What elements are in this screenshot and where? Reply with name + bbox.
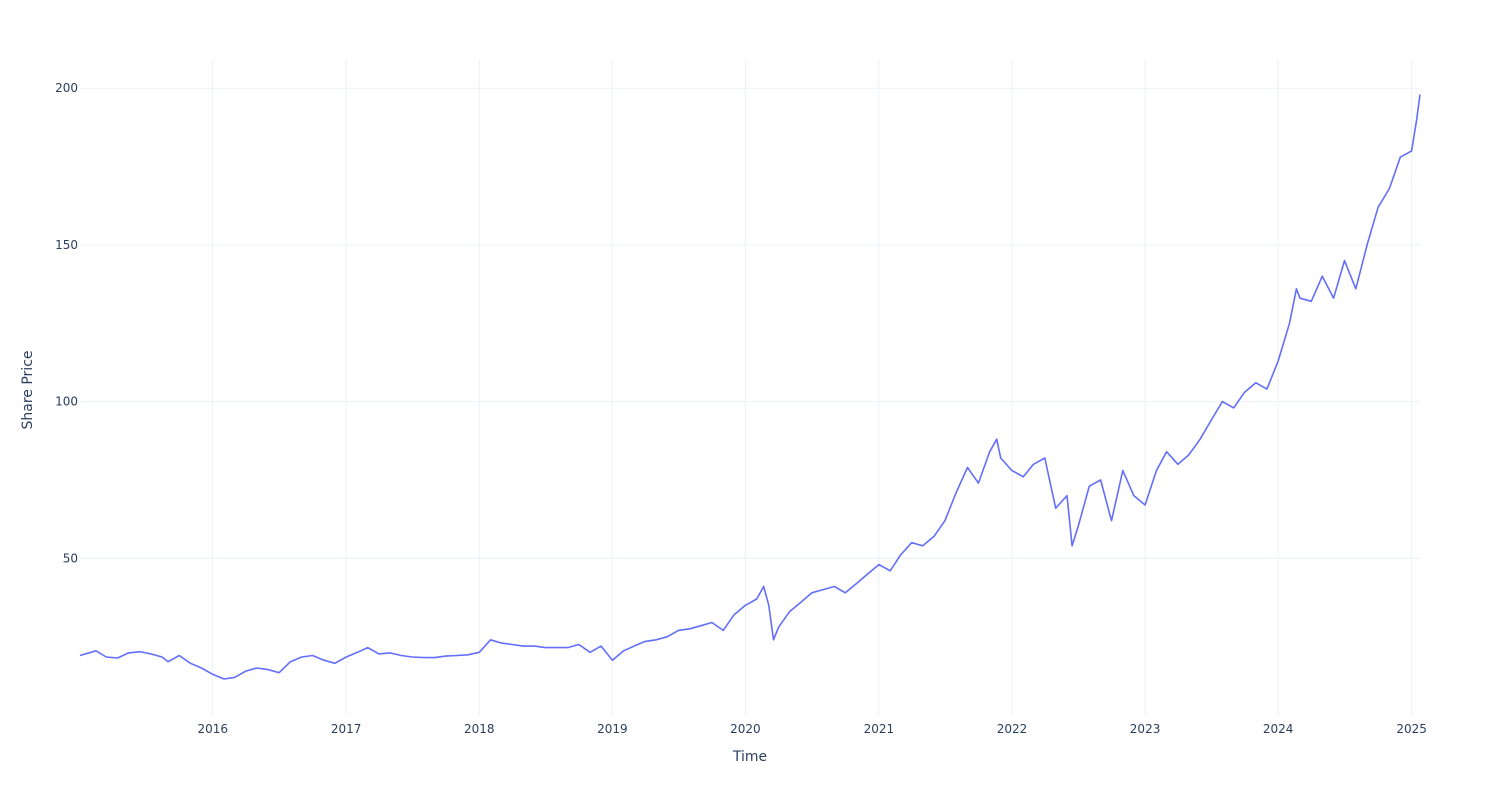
y-tick-label: 50 [63, 551, 78, 565]
x-tick-label: 2021 [864, 722, 895, 736]
x-tick-label: 2022 [997, 722, 1028, 736]
x-tick-label: 2018 [464, 722, 495, 736]
x-tick-label: 2024 [1263, 722, 1294, 736]
y-tick-label: 200 [55, 81, 78, 95]
series-layer [79, 94, 1421, 680]
x-tick-label: 2025 [1396, 722, 1427, 736]
x-tick-label: 2020 [730, 722, 761, 736]
x-tick-label: 2019 [597, 722, 628, 736]
x-tick-label: 2017 [331, 722, 362, 736]
y-tick-label: 150 [55, 238, 78, 252]
grid [80, 60, 1420, 715]
x-axis-title: Time [732, 749, 767, 765]
tick-labels: 2016 2017 2018 2019 2020 2021 2022 2023 2024 2025… [55, 81, 1427, 736]
series-line [79, 94, 1421, 680]
x-tick-label: 2023 [1130, 722, 1161, 736]
y-tick-label: 100 [55, 395, 78, 409]
y-axis-title: Share Price [20, 350, 36, 429]
x-tick-label: 2016 [197, 722, 228, 736]
